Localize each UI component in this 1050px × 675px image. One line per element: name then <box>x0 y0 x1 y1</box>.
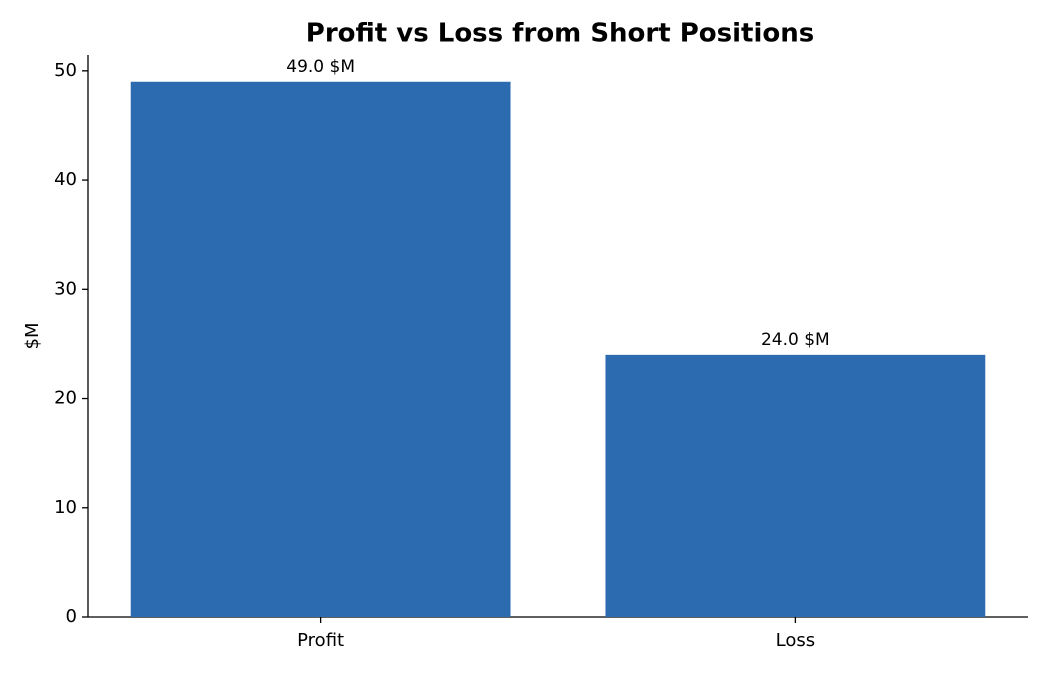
chart-title: Profit vs Loss from Short Positions <box>306 19 814 49</box>
value-label: 24.0 $M <box>761 330 830 350</box>
x-tick-label: Profit <box>297 630 344 651</box>
y-tick-label: 20 <box>54 388 77 409</box>
x-tick-label: Loss <box>776 630 815 651</box>
y-tick-label: 50 <box>54 60 77 81</box>
value-label: 49.0 $M <box>286 57 355 77</box>
y-tick-label: 30 <box>54 278 77 299</box>
y-tick-label: 40 <box>54 169 77 190</box>
y-axis-label: $M <box>22 323 43 350</box>
bar <box>605 354 986 617</box>
y-tick-label: 0 <box>66 606 77 627</box>
bar <box>130 81 511 617</box>
y-tick-label: 10 <box>54 497 77 518</box>
